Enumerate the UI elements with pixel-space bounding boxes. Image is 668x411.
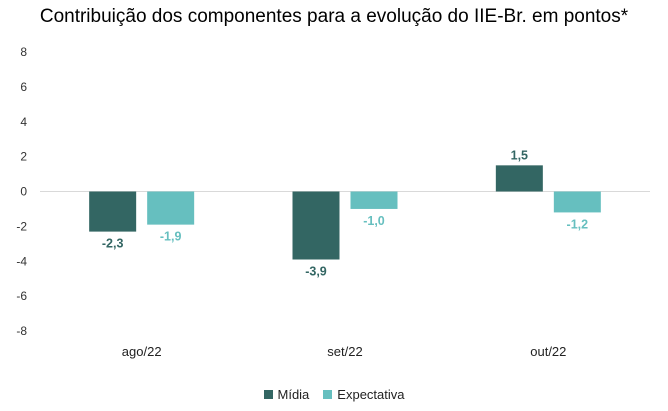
data-label: -2,3: [102, 237, 124, 251]
bar-mídia-ago-22: [89, 191, 137, 232]
bar-chart: 8 6 4 2 0 -2 -4 -6 -8 ago/22 -2,3 -1,9 set/22 -3,9 -1,…: [16, 45, 650, 359]
x-tick-label: out/22: [530, 344, 566, 359]
legend-label-midia: Mídia: [277, 387, 310, 402]
x-tick-label: ago/22: [122, 344, 162, 359]
y-tick-label: -6: [16, 289, 27, 303]
data-label: -1,2: [567, 217, 589, 231]
y-tick-label: 6: [20, 80, 27, 94]
y-tick-label: 8: [20, 45, 27, 59]
legend-swatch-expectativa: [323, 390, 333, 399]
chart-title: Contribuição dos componentes para a evol…: [39, 6, 629, 27]
data-label: -1,9: [160, 230, 182, 244]
legend-swatch-midia: [263, 390, 273, 399]
data-label: 1,5: [511, 148, 528, 162]
legend-label-expectativa: Expectativa: [337, 387, 405, 402]
y-tick-label: -8: [16, 324, 27, 338]
y-tick-label: 0: [20, 185, 27, 199]
y-tick-label: -2: [16, 219, 27, 233]
bar-expectativa-set-22: [350, 191, 398, 209]
legend-item-expectativa: Expectativa: [323, 387, 405, 402]
bar-mídia-set-22: [292, 191, 340, 260]
data-label: -3,9: [305, 265, 327, 279]
y-tick-label: -4: [16, 254, 27, 268]
data-label: -1,0: [363, 214, 385, 228]
legend: Mídia Expectativa: [0, 387, 668, 402]
bar-expectativa-ago-22: [147, 191, 195, 225]
y-tick-label: 4: [20, 115, 27, 129]
bar-expectativa-out-22: [553, 191, 601, 213]
x-tick-label: set/22: [327, 344, 362, 359]
y-tick-label: 2: [20, 150, 27, 164]
bar-mídia-out-22: [495, 165, 543, 192]
legend-item-midia: Mídia: [263, 387, 310, 402]
